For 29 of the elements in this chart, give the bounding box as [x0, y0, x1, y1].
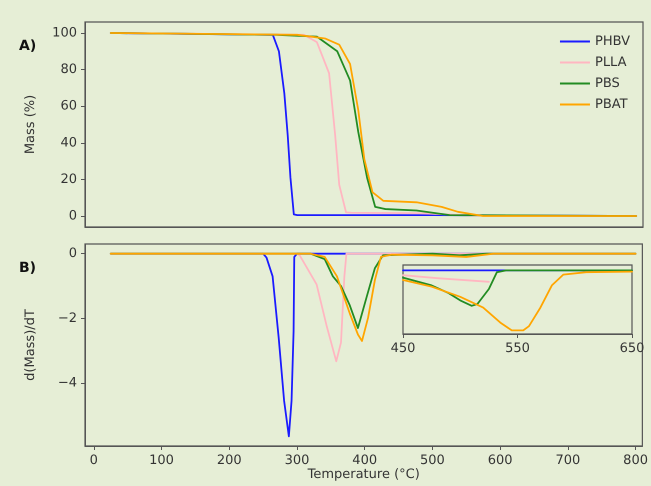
x-tick-label: 450: [390, 341, 416, 356]
legend-label: PBS: [594, 76, 620, 91]
x-tick-label: 550: [505, 341, 530, 356]
x-tick-label: 700: [555, 453, 580, 468]
x-tick-label: 300: [284, 453, 310, 468]
x-tick-label: 600: [488, 453, 513, 468]
x-tick-label: 800: [623, 453, 648, 468]
y-tick-label: 80: [60, 62, 77, 78]
x-tick-label: 100: [149, 453, 174, 468]
text: B): [19, 260, 36, 276]
y-axis-title: Mass (%): [23, 94, 38, 154]
y-axis-title: d(Mass)/dT: [23, 309, 38, 381]
x-tick-label: 500: [420, 453, 445, 468]
y-tick-label: 20: [60, 172, 77, 187]
y-tick-label: 100: [52, 25, 77, 40]
x-tick-label: 0: [90, 453, 98, 468]
x-axis-title: Temperature (°C): [306, 467, 420, 482]
y-tick-label: 0: [68, 246, 77, 262]
legend-label: PBAT: [594, 97, 628, 112]
y-tick-label: −4: [58, 375, 77, 390]
x-tick-label: 400: [352, 453, 378, 468]
y-tick-label: 40: [60, 135, 77, 150]
legend-label: PLLA: [594, 55, 627, 70]
y-tick-label: 0: [68, 208, 77, 224]
x-tick-label: 200: [216, 453, 242, 468]
text: A): [19, 38, 36, 54]
y-tick-label: −2: [58, 310, 77, 326]
legend-label: PHBV: [594, 34, 630, 49]
y-tick-label: 60: [60, 98, 77, 114]
